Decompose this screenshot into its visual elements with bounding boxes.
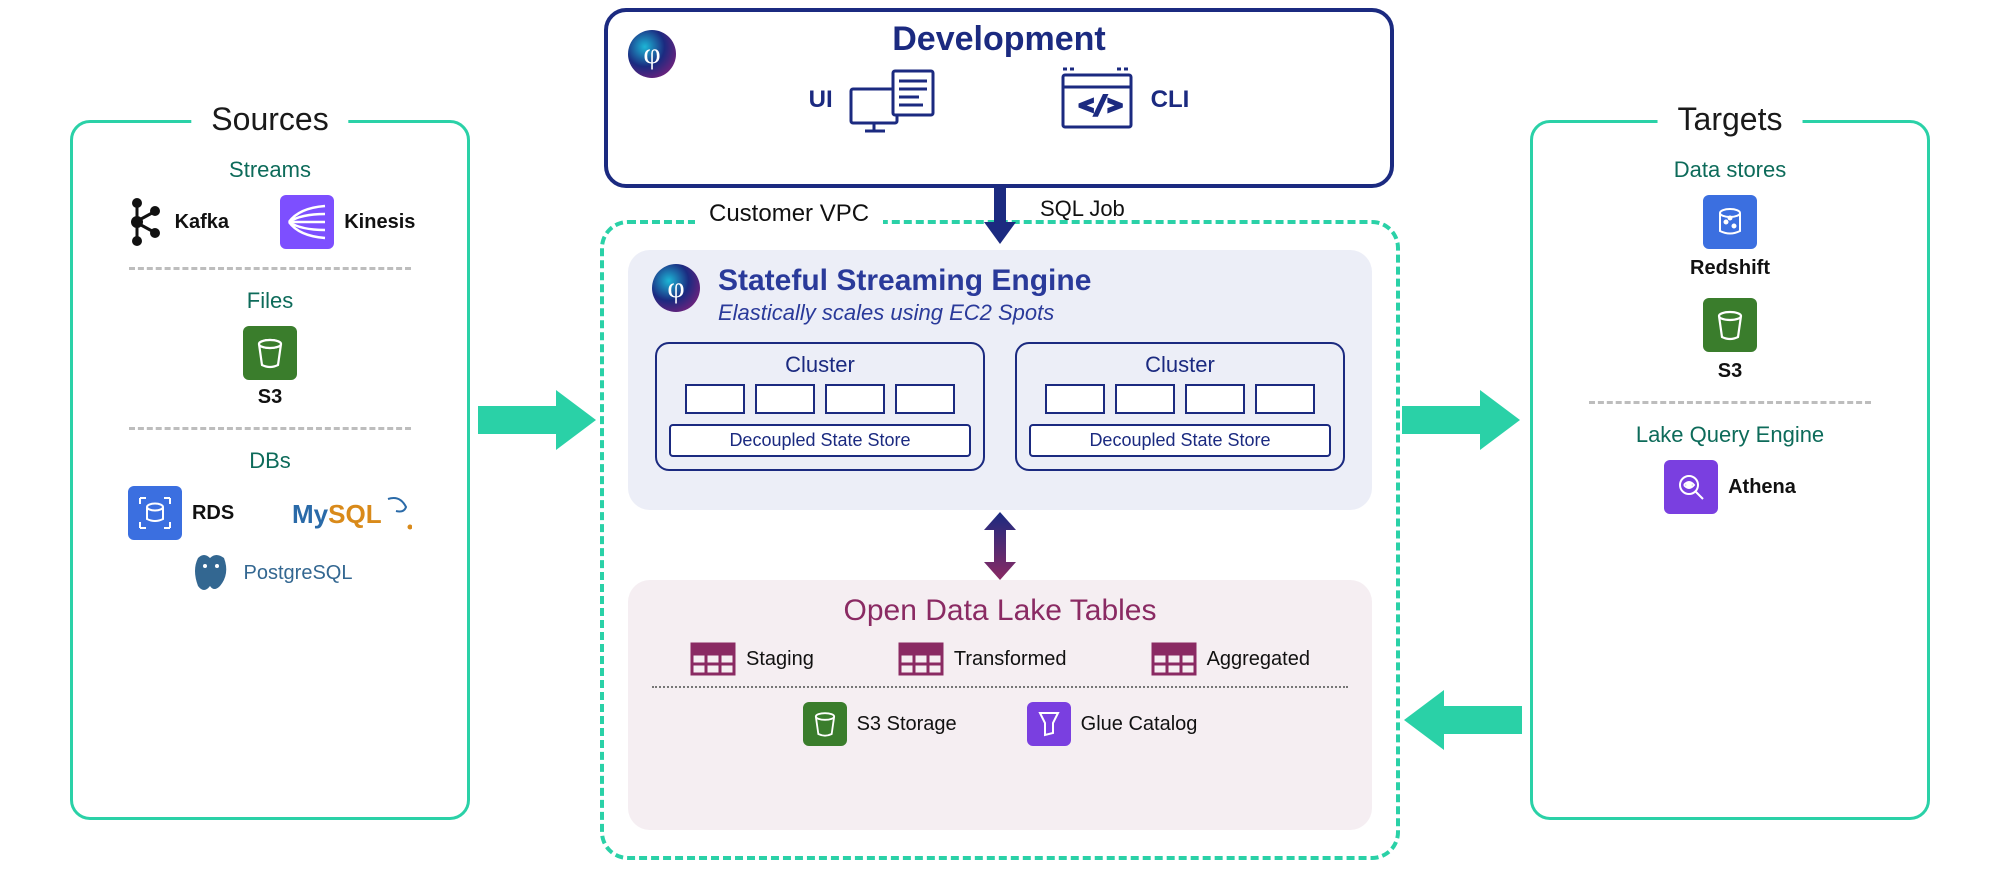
targets-panel: Targets Data stores Redshift S3 Lake Que… xyxy=(1530,120,1930,820)
lakequery-label: Lake Query Engine xyxy=(1559,422,1901,448)
glue-icon xyxy=(1027,702,1071,746)
rds-icon xyxy=(128,486,182,540)
lake-aggregated: Aggregated xyxy=(1151,642,1310,676)
cluster-slot xyxy=(685,384,745,414)
files-label: Files xyxy=(99,288,441,314)
source-s3: S3 xyxy=(243,326,297,409)
dev-cli: </> CLI xyxy=(1057,65,1190,135)
table-icon xyxy=(898,642,944,676)
source-kinesis: Kinesis xyxy=(280,195,415,249)
source-kafka: Kafka xyxy=(125,195,229,249)
postgres-label: PostgreSQL xyxy=(244,562,353,585)
cluster-slot xyxy=(1115,384,1175,414)
source-rds: RDS xyxy=(128,486,234,540)
s3-icon xyxy=(243,326,297,380)
mysql-icon: MySQL xyxy=(292,489,412,537)
source-mysql: MySQL xyxy=(292,489,412,537)
dbs-label: DBs xyxy=(99,448,441,474)
streaming-engine-card: φ Stateful Streaming Engine Elastically … xyxy=(628,250,1372,510)
target-s3: S3 xyxy=(1559,298,1901,383)
sources-panel: Sources Streams Kafka xyxy=(70,120,470,820)
kafka-icon xyxy=(125,195,165,249)
glue-catalog-label: Glue Catalog xyxy=(1081,713,1198,736)
svg-text:MySQL: MySQL xyxy=(292,499,382,529)
dev-ui: UI xyxy=(809,65,937,135)
cluster-box: Cluster Decoupled State Store xyxy=(655,342,985,471)
s3-target-label: S3 xyxy=(1718,360,1742,383)
s3-icon xyxy=(803,702,847,746)
phi-logo-icon: φ xyxy=(628,30,676,78)
arrow-vpc-to-targets xyxy=(1402,380,1522,460)
redshift-label: Redshift xyxy=(1690,257,1770,280)
cli-label: CLI xyxy=(1151,86,1190,114)
development-panel: φ Development UI </> xyxy=(604,8,1394,188)
cluster-slot xyxy=(1185,384,1245,414)
development-title: Development xyxy=(608,20,1390,59)
table-icon xyxy=(690,642,736,676)
cluster-box: Cluster Decoupled State Store xyxy=(1015,342,1345,471)
engine-subtitle: Elastically scales using EC2 Spots xyxy=(718,300,1091,326)
target-athena: Athena xyxy=(1664,460,1796,514)
lake-title: Open Data Lake Tables xyxy=(648,594,1352,628)
s3-label: S3 xyxy=(258,386,282,409)
separator xyxy=(1589,401,1871,404)
aggregated-label: Aggregated xyxy=(1207,648,1310,671)
streams-label: Streams xyxy=(99,157,441,183)
svg-text:</>: </> xyxy=(1079,91,1122,119)
table-icon xyxy=(1151,642,1197,676)
cluster-slot xyxy=(1045,384,1105,414)
cluster-slot xyxy=(755,384,815,414)
rds-label: RDS xyxy=(192,502,234,525)
separator xyxy=(652,686,1348,688)
ui-dashboard-icon xyxy=(847,65,937,135)
lake-transformed: Transformed xyxy=(898,642,1067,676)
cluster-slot xyxy=(1255,384,1315,414)
cli-terminal-icon: </> xyxy=(1057,65,1137,135)
arrow-targets-to-lake xyxy=(1402,680,1522,760)
sources-title: Sources xyxy=(191,101,348,138)
datastores-label: Data stores xyxy=(1559,157,1901,183)
state-store-label: Decoupled State Store xyxy=(1029,424,1331,457)
cluster-slot xyxy=(895,384,955,414)
targets-title: Targets xyxy=(1658,101,1803,138)
redshift-icon xyxy=(1703,195,1757,249)
sql-job-label: SQL Job xyxy=(1040,196,1125,222)
kafka-label: Kafka xyxy=(175,211,229,234)
phi-logo-icon: φ xyxy=(652,264,700,312)
s3-icon xyxy=(1703,298,1757,352)
arrow-sources-to-vpc xyxy=(478,380,598,460)
ui-label: UI xyxy=(809,86,833,114)
engine-title: Stateful Streaming Engine xyxy=(718,264,1091,298)
s3-storage-label: S3 Storage xyxy=(857,713,957,736)
arrow-engine-lake-bidir xyxy=(978,512,1022,580)
lake-glue-catalog: Glue Catalog xyxy=(1027,702,1198,746)
data-lake-card: Open Data Lake Tables Staging Transforme… xyxy=(628,580,1372,830)
vpc-label: Customer VPC xyxy=(695,200,883,228)
athena-label: Athena xyxy=(1728,476,1796,499)
lake-staging: Staging xyxy=(690,642,814,676)
kinesis-label: Kinesis xyxy=(344,211,415,234)
cluster-slot xyxy=(825,384,885,414)
separator xyxy=(129,267,411,270)
separator xyxy=(129,427,411,430)
kinesis-icon xyxy=(280,195,334,249)
state-store-label: Decoupled State Store xyxy=(669,424,971,457)
lake-s3-storage: S3 Storage xyxy=(803,702,957,746)
target-redshift: Redshift xyxy=(1559,195,1901,280)
cluster-label: Cluster xyxy=(669,352,971,378)
arrow-dev-to-vpc xyxy=(980,188,1020,244)
postgres-icon xyxy=(188,550,234,596)
athena-icon xyxy=(1664,460,1718,514)
staging-label: Staging xyxy=(746,648,814,671)
transformed-label: Transformed xyxy=(954,648,1067,671)
source-postgres: PostgreSQL xyxy=(188,550,353,596)
cluster-label: Cluster xyxy=(1029,352,1331,378)
